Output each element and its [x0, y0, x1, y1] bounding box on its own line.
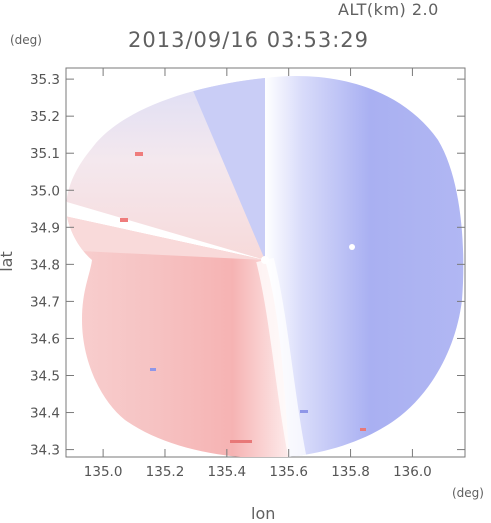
y-tick-label: 34.9: [30, 220, 60, 236]
x-tick-label: 135.0: [84, 464, 123, 480]
toward-band: [66, 215, 265, 260]
radar-origin: [261, 256, 269, 264]
x-axis-unit: (deg): [452, 486, 484, 500]
y-tick-label: 34.8: [30, 257, 60, 273]
x-tick-label: 135.2: [146, 464, 185, 480]
velocity-field: [66, 76, 464, 457]
toward-velocity-region: [66, 215, 290, 457]
x-axis: 135.0 135.2 135.4 135.6 135.8 136.0: [84, 68, 432, 480]
y-axis-unit: (deg): [10, 33, 42, 47]
speckle: [360, 428, 366, 431]
no-data-hole: [349, 244, 355, 250]
chart-title: 2013/09/16 03:53:29: [128, 28, 370, 52]
speckle: [300, 410, 308, 413]
y-tick-label: 34.7: [30, 294, 60, 310]
y-tick-label: 35.0: [30, 183, 60, 199]
x-tick-label: 135.4: [208, 464, 247, 480]
y-tick-label: 34.4: [30, 406, 60, 422]
zero-velocity-line: [256, 257, 309, 457]
x-tick-label: 135.8: [331, 464, 370, 480]
speckle: [230, 440, 252, 443]
y-tick-label: 34.5: [30, 368, 60, 384]
altitude-label: ALT(km) 2.0: [338, 0, 439, 19]
y-tick-label: 35.1: [30, 146, 60, 162]
x-tick-label: 135.6: [269, 464, 308, 480]
x-tick-label: 136.0: [393, 464, 432, 480]
speckle: [120, 218, 128, 222]
speckle: [150, 368, 156, 371]
y-axis: 34.3 34.4 34.5 34.6 34.7 34.8 34.9 35.0 35.1 35.2…: [30, 72, 465, 459]
x-axis-label: lon: [251, 504, 276, 523]
speckle: [135, 152, 143, 156]
away-wedge-north: [180, 76, 265, 260]
y-tick-label: 34.3: [30, 443, 60, 459]
y-tick-label: 34.6: [30, 331, 60, 347]
y-tick-label: 35.3: [30, 72, 60, 88]
y-tick-label: 35.2: [30, 109, 60, 125]
